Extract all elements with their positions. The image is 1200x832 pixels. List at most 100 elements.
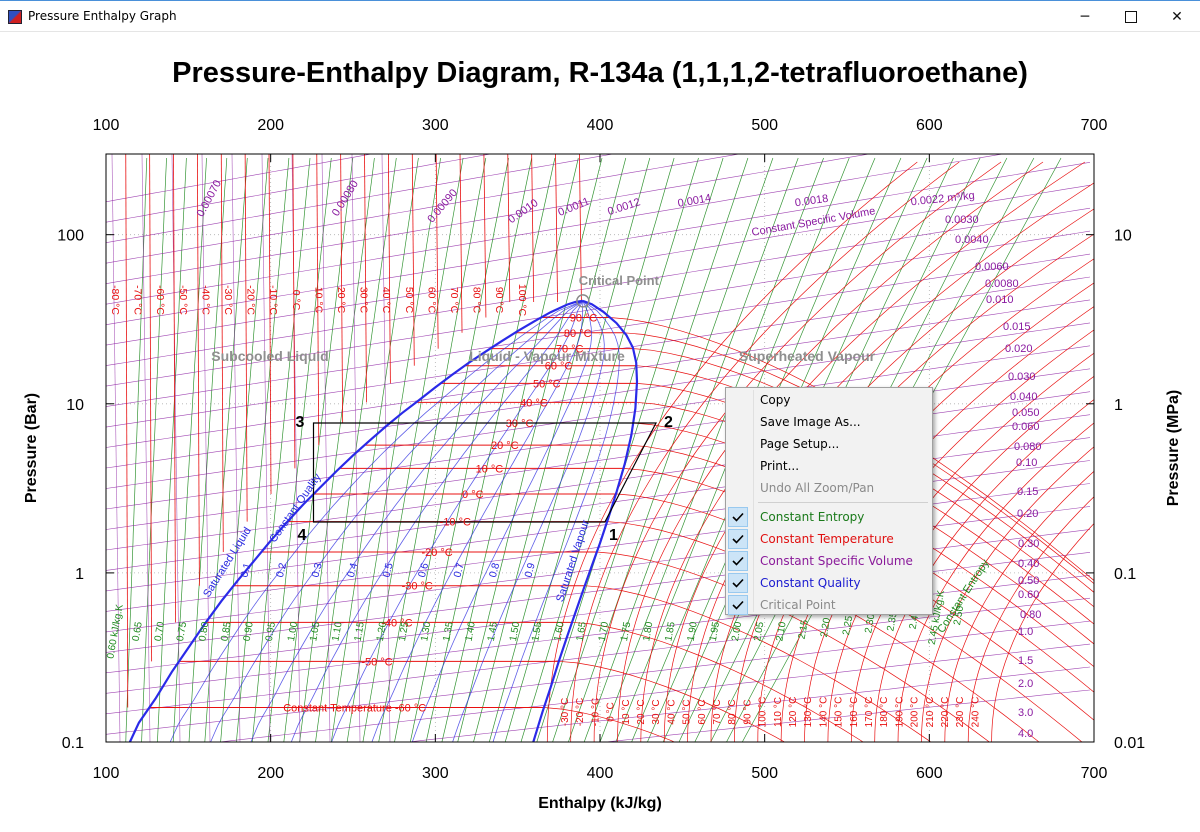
- temperature-lines: [125, 154, 1094, 742]
- volume-line: [106, 276, 1091, 428]
- entropy-line: [141, 157, 167, 742]
- window-titlebar: Pressure Enthalpy Graph ─ ✕: [0, 0, 1200, 32]
- temperature-line: [244, 154, 248, 522]
- menu-item-constant-specific-volume[interactable]: Constant Specific Volume: [727, 550, 931, 572]
- isotherm-label: 40 °C: [520, 397, 548, 409]
- isotherm-top-label: 100 °C: [516, 284, 528, 317]
- x-tick-label: 200: [257, 765, 284, 782]
- menu-item-label: Save Image As...: [760, 415, 861, 429]
- volume-line: [106, 154, 741, 264]
- isotherm-top-label: 80 °C: [471, 287, 483, 314]
- pressure-enthalpy-chart[interactable]: 1 2 3 4 Subcooled Liquid Liquid - Vapour Mixt…: [0, 32, 1200, 832]
- x-tick-label-top: 100: [93, 117, 120, 134]
- entropy-line: [157, 157, 187, 742]
- isotherm-label: 20 °C: [491, 440, 519, 452]
- isotherm-top-label: -70 °C: [132, 285, 144, 315]
- menu-item-undo-zoom[interactable]: Undo All Zoom/Pan: [727, 477, 931, 499]
- volume-top-label: 0.00070: [195, 178, 224, 219]
- isotherm-top-label: -80 °C: [109, 285, 121, 315]
- isotherm-bottom-label: 190 °C: [894, 697, 905, 728]
- volume-top-label: 0.0018: [794, 193, 829, 210]
- temperature-line: [593, 161, 1002, 742]
- entropy-label: 2.10: [774, 621, 788, 643]
- menu-item-constant-temperature[interactable]: Constant Temperature: [727, 528, 931, 550]
- chart-title: Pressure-Enthalpy Diagram, R-134a (1,1,1…: [172, 57, 1028, 89]
- entropy-label: 1.20: [375, 621, 389, 643]
- isotherm-top-label: -60 °C: [154, 285, 166, 315]
- volume-line: [106, 597, 1091, 715]
- app-chart-icon: [8, 10, 22, 24]
- volume-right-label: 0.30: [1018, 538, 1039, 550]
- entropy-label: 0.70: [153, 621, 167, 643]
- menu-item-save-image[interactable]: Save Image As...: [727, 411, 931, 433]
- y-tick-label-left: 0.1: [62, 735, 84, 752]
- quality-label: 0.4: [345, 561, 360, 578]
- menu-item-label: Page Setup...: [760, 437, 840, 451]
- menu-item-label: Constant Entropy: [760, 510, 865, 524]
- volume-top-label: 0.00080: [330, 178, 361, 218]
- menu-item-constant-entropy[interactable]: Constant Entropy: [727, 506, 931, 528]
- close-button[interactable]: ✕: [1154, 1, 1200, 32]
- entropy-line: [236, 157, 290, 742]
- menu-item-print[interactable]: Print...: [727, 455, 931, 477]
- y-tick-label-right: 0.1: [1114, 566, 1136, 583]
- checkmark-icon: [728, 529, 748, 549]
- isotherm-bottom-label: 200 °C: [910, 697, 921, 728]
- isotherm-bottom-label: 170 °C: [864, 697, 875, 728]
- isotherm-label: -20 °C: [421, 547, 452, 559]
- isotherm-bottom-label: 180 °C: [879, 697, 890, 728]
- critical-point-label: Critical Point: [579, 273, 660, 288]
- entropy-line: [125, 157, 148, 742]
- maximize-button[interactable]: [1108, 1, 1154, 32]
- entropy-line: [330, 157, 419, 742]
- menu-item-page-setup[interactable]: Page Setup...: [727, 433, 931, 455]
- temperature-line: [292, 154, 296, 469]
- y-tick-label-left: 10: [66, 397, 84, 414]
- isotherm-bottom-label: 240 °C: [970, 697, 981, 728]
- axes-layer: Pressure-Enthalpy Diagram, R-134a (1,1,1…: [23, 57, 1182, 812]
- temperature-line: [555, 154, 558, 302]
- menu-item-copy[interactable]: Copy: [727, 389, 931, 411]
- minimize-button[interactable]: ─: [1062, 1, 1108, 32]
- x-tick-label: 300: [422, 765, 449, 782]
- volume-line: [106, 154, 373, 203]
- window-title: Pressure Enthalpy Graph: [28, 9, 177, 23]
- temperature-line: [921, 446, 1094, 742]
- x-tick-label-top: 700: [1081, 117, 1108, 134]
- isotherm-top-label: 50 °C: [403, 287, 415, 314]
- entropy-label: 1.25: [397, 621, 411, 643]
- temperature-line: [546, 161, 918, 742]
- context-menu[interactable]: Copy Save Image As... Page Setup... Prin…: [725, 387, 933, 615]
- cycle-path: [312, 422, 657, 523]
- close-icon: ✕: [1171, 8, 1183, 25]
- menu-item-constant-quality[interactable]: Constant Quality: [727, 572, 931, 594]
- isotherm-bottom-label: 110 °C: [773, 697, 784, 727]
- isotherm-top-label: 20 °C: [335, 287, 347, 314]
- volume-right-label: 0.60: [1018, 589, 1039, 601]
- volume-right-label: 0.0030: [945, 214, 979, 226]
- entropy-line: [536, 157, 724, 742]
- isotherm-bottom-label: 60 °C: [697, 699, 708, 724]
- isotherm-bottom-label: -20 °C: [575, 698, 586, 726]
- volume-right-label: 1.0: [1018, 626, 1033, 638]
- entropy-label: 1.05: [308, 621, 322, 643]
- quality-label: 0.6: [416, 561, 431, 578]
- volume-line: [201, 154, 211, 742]
- entropy-line: [299, 157, 375, 742]
- menu-separator: [758, 502, 928, 503]
- isotherm-bottom-label: 90 °C: [742, 699, 753, 724]
- isotherm-top-label: 10 °C: [312, 287, 324, 314]
- isotherm-top-label: 40 °C: [380, 287, 392, 314]
- quality-label: 0.1: [238, 561, 253, 578]
- menu-item-critical-point[interactable]: Critical Point: [727, 594, 931, 616]
- volume-right-label: 0.040: [1010, 391, 1038, 403]
- x-tick-label: 500: [751, 765, 778, 782]
- entropy-label: 2.15: [797, 619, 811, 641]
- entropy-label: 0.75: [175, 621, 189, 643]
- temperature-line: [125, 154, 129, 708]
- entropy-line: [188, 157, 228, 742]
- isotherm-bottom-label: 150 °C: [834, 697, 845, 728]
- entropy-line: [504, 157, 675, 742]
- volume-line: [106, 414, 1091, 551]
- volume-line: [106, 154, 493, 223]
